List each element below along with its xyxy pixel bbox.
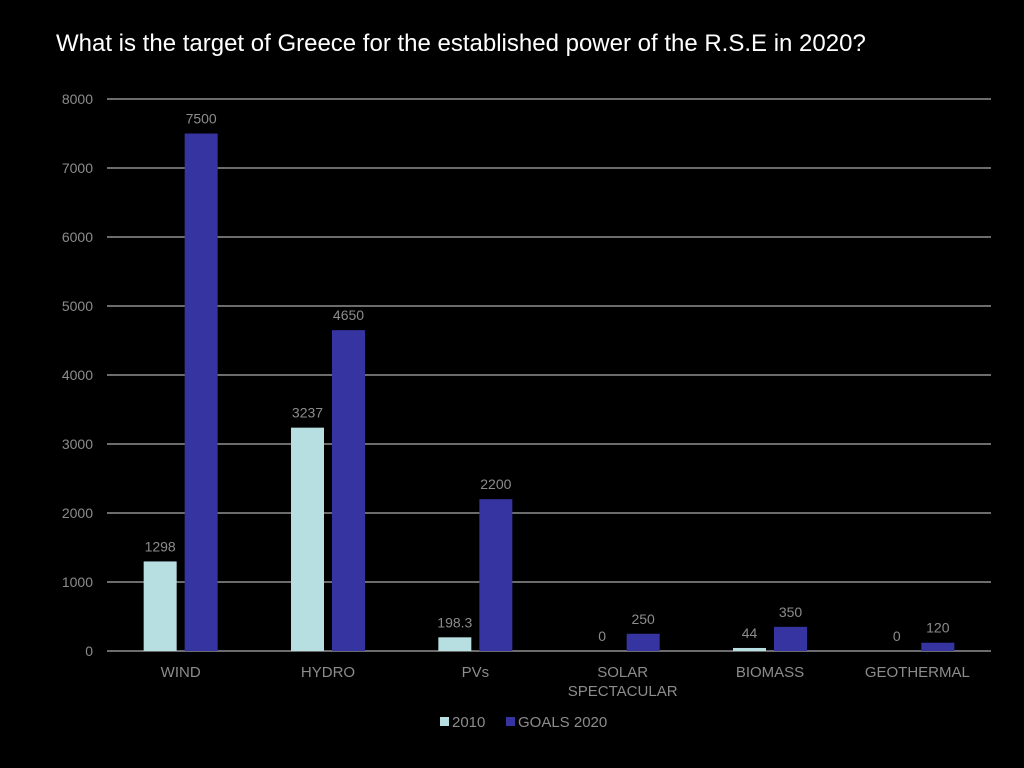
bar-goals-2020 <box>626 633 660 651</box>
bar-goals-2020 <box>184 133 218 651</box>
x-category-label: WIND <box>161 664 201 681</box>
bar-2010 <box>291 427 324 651</box>
data-label: 198.3 <box>437 614 472 630</box>
legend-swatch-2010 <box>440 717 449 726</box>
y-tick-label: 3000 <box>62 436 93 452</box>
bar-2010 <box>438 637 472 651</box>
y-tick-label: 2000 <box>62 505 93 521</box>
data-label: 350 <box>779 604 803 620</box>
data-label: 120 <box>926 620 950 636</box>
data-label: 0 <box>598 628 606 644</box>
x-category-label: HYDRO <box>301 664 355 681</box>
data-label: 3237 <box>292 405 323 421</box>
data-label: 4650 <box>333 307 364 323</box>
data-label: 1298 <box>145 538 176 554</box>
x-category-label: SOLAR <box>597 664 648 681</box>
legend-swatch-goals-2020 <box>506 717 515 726</box>
x-category-label: BIOMASS <box>736 664 804 681</box>
y-tick-label: 5000 <box>62 298 93 314</box>
y-tick-label: 0 <box>85 643 93 659</box>
legend-label: GOALS 2020 <box>518 714 607 731</box>
x-category-label: GEOTHERMAL <box>865 664 970 681</box>
y-tick-label: 8000 <box>62 91 93 107</box>
bar-goals-2020 <box>479 499 513 651</box>
data-label: 250 <box>631 611 655 627</box>
bar-goals-2020 <box>921 642 955 651</box>
y-tick-label: 4000 <box>62 367 93 383</box>
x-category-label: SPECTACULAR <box>568 683 678 700</box>
bar-goals-2020 <box>332 330 365 651</box>
y-tick-label: 1000 <box>62 574 93 590</box>
legend-label: 2010 <box>452 714 485 731</box>
y-tick-label: 6000 <box>62 229 93 245</box>
data-label: 44 <box>742 625 758 641</box>
x-category-label: PVs <box>462 664 490 681</box>
data-label: 2200 <box>480 476 511 492</box>
bar-goals-2020 <box>774 626 807 651</box>
slide-title: What is the target of Greece for the est… <box>56 30 866 57</box>
y-tick-label: 7000 <box>62 160 93 176</box>
data-label: 7500 <box>186 111 217 127</box>
data-label: 0 <box>893 628 901 644</box>
bar-2010 <box>733 647 766 651</box>
bar-2010 <box>143 561 177 651</box>
